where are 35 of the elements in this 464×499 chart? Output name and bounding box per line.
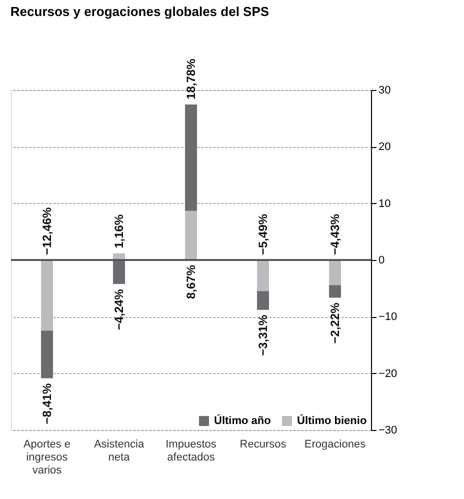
y-tick-label: 0	[378, 254, 385, 266]
legend-label: Último bienio	[297, 414, 367, 427]
bar	[329, 285, 341, 298]
chart-title: Recursos y erogaciones globales del SPS	[10, 4, 270, 19]
y-tick-label: −30	[378, 424, 398, 436]
x-tick-label: Asistencia neta	[94, 438, 145, 464]
bar	[329, 260, 341, 286]
legend-label: Último año	[214, 414, 272, 427]
y-tick-label: 10	[378, 198, 391, 210]
y-tick-label: 30	[378, 84, 391, 96]
data-label: −2,22%	[328, 302, 342, 344]
bar	[41, 330, 53, 378]
bar	[185, 210, 197, 260]
bar	[257, 291, 269, 310]
data-label: −8,41%	[40, 382, 54, 424]
bar	[113, 260, 125, 284]
data-label: −4,43%	[328, 214, 342, 255]
data-label: 18,78%	[184, 58, 198, 100]
data-label: 1,16%	[112, 214, 126, 248]
x-tick-label: Impuestos afectados	[166, 438, 217, 464]
data-label: −4,24%	[112, 288, 126, 330]
data-label: 8,67%	[184, 264, 198, 300]
bar	[113, 253, 125, 260]
x-tick-label: Erogaciones	[304, 438, 366, 450]
bar	[41, 260, 53, 331]
bar	[185, 104, 197, 211]
x-tick-label: Recursos	[240, 438, 287, 450]
bar	[257, 260, 269, 292]
y-tick-label: −10	[378, 311, 398, 324]
x-tick-label: Aportes e ingresos varios	[23, 438, 71, 476]
y-tick-label: 20	[378, 141, 391, 154]
data-label: −12,46%	[40, 206, 54, 255]
data-label: −5,49%	[256, 214, 270, 255]
y-tick-label: −20	[378, 368, 398, 380]
data-label: −3,31%	[256, 314, 270, 356]
